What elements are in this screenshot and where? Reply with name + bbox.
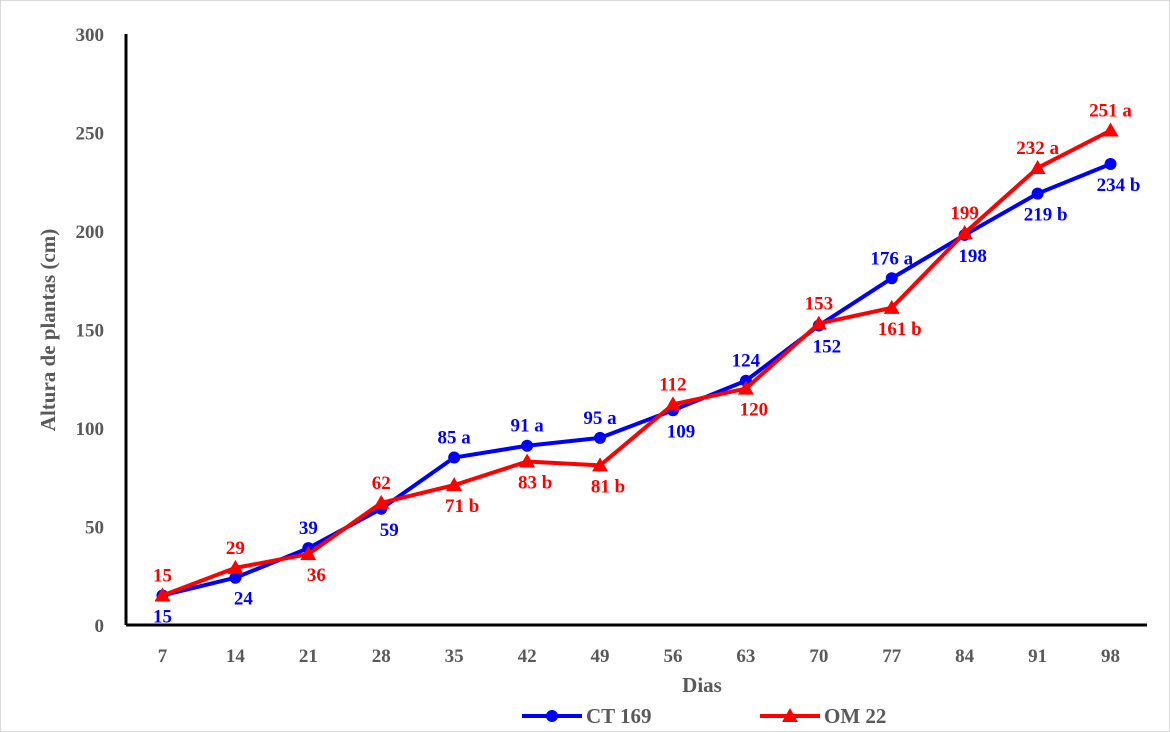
data-point [446,477,463,492]
legend-marker [546,710,558,722]
data-point [448,451,461,464]
data-point [519,453,536,468]
data-label: 161 b [878,319,922,340]
data-point [229,571,242,584]
data-point [664,396,681,411]
data-label: 199 [950,203,979,224]
data-label: 95 a [583,408,617,429]
data-point [154,587,171,602]
data-label: 24 [234,589,254,610]
data-label: 232 a [1016,138,1059,159]
legend-marker [782,708,798,722]
series-layer [154,122,1119,602]
data-label: 91 a [510,416,544,437]
data-point [956,224,973,239]
y-axis-title: Altura de plantas (cm) [36,229,60,431]
y-tick-label: 50 [85,518,104,539]
series-line [161,162,1112,598]
series-2 [154,122,1119,602]
data-point [885,272,898,285]
y-tick-label: 0 [95,616,105,637]
x-tick-label: 56 [663,646,682,667]
series-line [161,128,1112,598]
y-tick-label: 100 [76,419,105,440]
x-tick-label: 49 [591,646,610,667]
data-label: 198 [958,246,987,267]
data-label: 15 [153,606,172,627]
y-tick-label: 300 [76,25,105,46]
data-label: 234 b [1097,175,1141,196]
legend-item: CT 169 [522,704,652,728]
data-label: 124 [732,351,761,372]
data-label: 59 [380,520,399,541]
data-label: 120 [740,400,769,421]
legend-label: OM 22 [824,704,886,728]
data-label: 152 [813,337,842,358]
data-point [883,299,900,314]
data-label: 83 b [518,472,552,493]
tick-labels: 0 50 100 150 200 250 300 7 14 21 28 35 42 49 56 63 70 77 8… [76,25,1121,667]
data-label: 36 [307,565,326,586]
x-axis-title: Dias [682,673,722,697]
data-point [1104,158,1117,171]
data-point [737,380,754,395]
x-tick-label: 14 [226,646,246,667]
data-label: 176 a [870,248,913,269]
y-tick-label: 250 [76,124,105,145]
legend-item: OM 22 [760,704,886,728]
data-label: 219 b [1024,205,1068,226]
x-tick-label: 21 [299,646,318,667]
data-label: 71 b [445,496,479,517]
data-point [227,559,244,574]
data-label: 112 [659,374,686,395]
data-point [1029,159,1046,174]
data-label: 85 a [438,428,472,449]
data-point [521,439,534,452]
data-label: 62 [372,473,391,494]
data-label: 29 [226,538,245,559]
x-tick-label: 35 [445,646,464,667]
data-point [373,494,390,509]
data-label: 153 [805,294,834,315]
data-label: 15 [153,565,172,586]
x-tick-label: 91 [1028,646,1047,667]
data-point [594,431,607,444]
data-point [810,315,827,330]
data-labels: 15 24 39 59 85 a 91 a 95 a 109 124 152 176 a 198 219… [153,101,1140,628]
data-label: 81 b [591,476,625,497]
y-tick-label: 200 [76,222,105,243]
y-tick-label: 150 [76,321,105,342]
data-label: 251 a [1089,101,1132,122]
x-tick-label: 70 [809,646,828,667]
x-tick-label: 28 [372,646,391,667]
data-label: 39 [299,518,318,539]
data-point [300,546,317,561]
data-point [592,457,609,472]
legend-label: CT 169 [586,704,652,728]
data-point [1102,122,1119,137]
x-tick-label: 77 [882,646,902,667]
data-label: 109 [667,421,696,442]
axes [124,34,1147,627]
legend: CT 169 OM 22 [522,704,886,728]
data-point [1031,187,1044,200]
x-tick-label: 63 [736,646,755,667]
x-tick-label: 7 [158,646,168,667]
x-tick-label: 84 [955,646,975,667]
x-tick-label: 98 [1101,646,1120,667]
x-tick-label: 42 [518,646,537,667]
